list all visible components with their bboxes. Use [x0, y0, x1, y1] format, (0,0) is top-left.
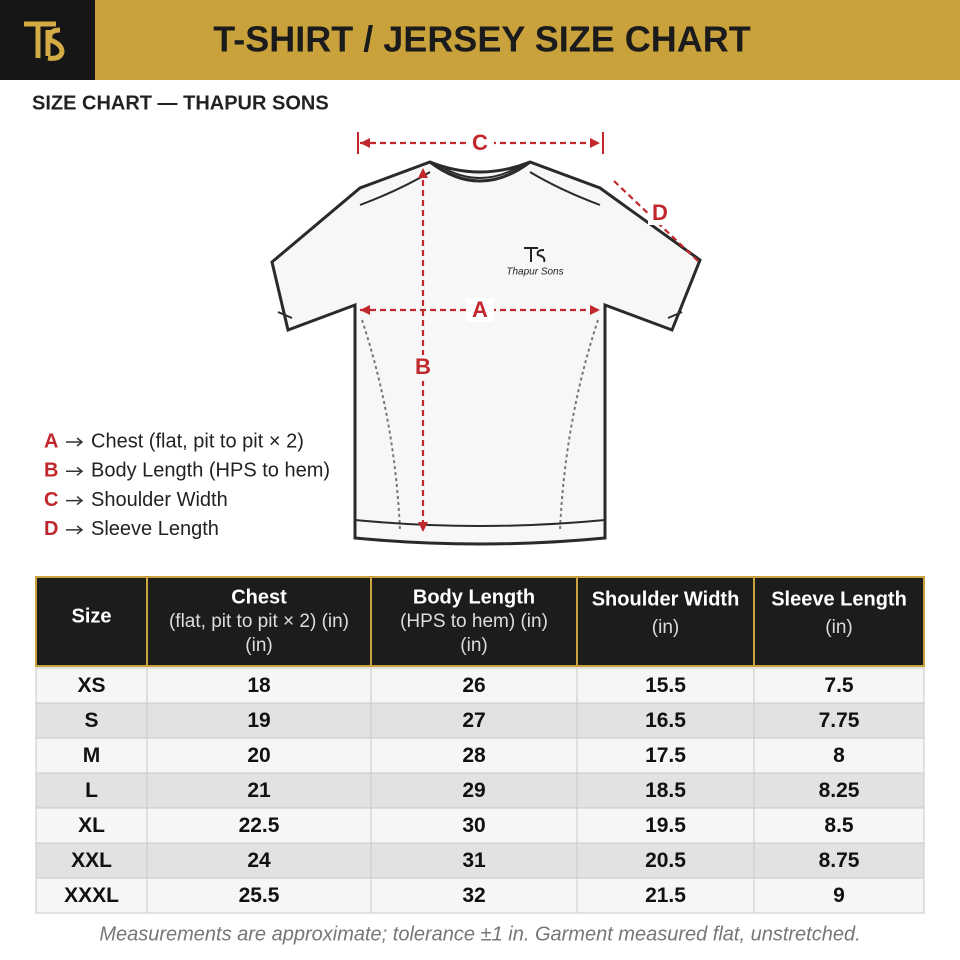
header-band [0, 0, 960, 80]
shirt-brand: Thapur Sons [506, 267, 563, 278]
table-cell: 24 [247, 849, 271, 872]
table-row-bg [35, 737, 925, 774]
legend-arrow [66, 525, 84, 535]
shirt-collar-inner [439, 165, 521, 179]
label-bg [466, 298, 494, 322]
header-sub: (flat, pit to pit × 2) (in) [169, 611, 349, 632]
table-cell: L [85, 779, 98, 802]
table-cell: 26 [462, 674, 485, 697]
logo-mark [24, 21, 65, 61]
shirt [270, 160, 702, 546]
label-bg [411, 355, 435, 381]
table-cell: 20.5 [645, 849, 686, 872]
shirt-logo [524, 247, 546, 263]
table-cell: 29 [462, 779, 485, 802]
dimension-lines [357, 131, 699, 532]
header-title: Shoulder Width [592, 588, 740, 610]
shirt-collar [429, 160, 531, 183]
size-table: Size Chest (flat, pit to pit × 2) (in) (in)… [35, 576, 925, 914]
header-sub: (HPS to hem) (in) [400, 611, 548, 632]
table-cell: 7.5 [824, 674, 854, 697]
table-cell: 8 [833, 744, 845, 767]
table-row-bg [35, 807, 925, 844]
legend-text: Shoulder Width [91, 489, 228, 511]
table-cell: 31 [462, 849, 486, 872]
label-bg [466, 131, 494, 155]
table-row-bg [35, 772, 925, 809]
title: T-SHIRT / JERSEY SIZE CHART [213, 19, 750, 60]
header-title: Body Length [413, 586, 535, 608]
legend-arrow [66, 466, 84, 476]
table-row-bg [35, 877, 925, 914]
legend-letter: C [44, 489, 58, 511]
legend-letter: A [44, 430, 58, 452]
table-cell: S [84, 709, 98, 732]
shirt-body [270, 160, 702, 546]
table-cell: 19 [247, 709, 270, 732]
table-cell: 9 [833, 884, 845, 907]
table-row-bg [35, 842, 925, 879]
header-sub: (in) [460, 635, 487, 656]
table-cell: 8.25 [819, 779, 860, 802]
table-cell: 8.5 [824, 814, 854, 837]
table-row-bg [35, 667, 925, 704]
legend-letter: B [44, 460, 58, 482]
table-cell: 32 [462, 884, 485, 907]
table-header-bg [35, 576, 925, 667]
table-cell: 18.5 [645, 779, 686, 802]
table-cell: 8.75 [819, 849, 860, 872]
header-sub: (in) [245, 635, 272, 656]
legend-arrow [66, 437, 84, 447]
table-cell: 15.5 [645, 674, 686, 697]
subtitle: SIZE CHART — THAPUR SONS [32, 92, 329, 114]
shirt-hem [354, 519, 606, 527]
table-cell: 21.5 [645, 884, 686, 907]
dim-label: D [652, 200, 668, 225]
header-title: Chest [231, 586, 287, 608]
table-cell: 28 [462, 744, 486, 767]
label-bg [648, 201, 672, 225]
header-sub: (in) [825, 617, 852, 638]
table-cell: 30 [462, 814, 485, 837]
legend: A Chest (flat, pit to pit × 2) B Body Lengt… [44, 430, 330, 540]
table-cell: 27 [462, 709, 485, 732]
table-cell: 25.5 [239, 884, 280, 907]
table-cell: 21 [247, 779, 271, 802]
table-cell: 17.5 [645, 744, 686, 767]
legend-arrow [66, 496, 84, 506]
header-sub: (in) [652, 617, 679, 638]
sleeve-hem [277, 311, 683, 319]
header-title: Sleeve Length [771, 588, 907, 610]
legend-letter: D [44, 518, 58, 540]
table-cell: XXL [71, 849, 112, 872]
dim-label: B [415, 354, 431, 379]
table-cell: 19.5 [645, 814, 686, 837]
table-cell: 22.5 [239, 814, 280, 837]
legend-text: Sleeve Length [91, 518, 219, 540]
footer-note: Measurements are approximate; tolerance … [99, 923, 860, 945]
table-row-bg [35, 702, 925, 739]
dim-label: A [472, 297, 488, 322]
table-cell: XL [78, 814, 105, 837]
legend-text: Chest (flat, pit to pit × 2) [91, 430, 304, 452]
dim-label: C [472, 130, 488, 155]
table-cell: 7.75 [819, 709, 860, 732]
table-cell: XXXL [64, 884, 119, 907]
table-cell: XS [77, 674, 105, 697]
header-title: Size [71, 605, 111, 627]
table-cell: 18 [247, 674, 271, 697]
shirt-panel [361, 319, 599, 531]
logo [24, 21, 65, 61]
table-cell: 16.5 [645, 709, 686, 732]
legend-text: Body Length (HPS to hem) [91, 460, 330, 482]
table-cell: 20 [247, 744, 270, 767]
table-cell: M [83, 744, 101, 767]
